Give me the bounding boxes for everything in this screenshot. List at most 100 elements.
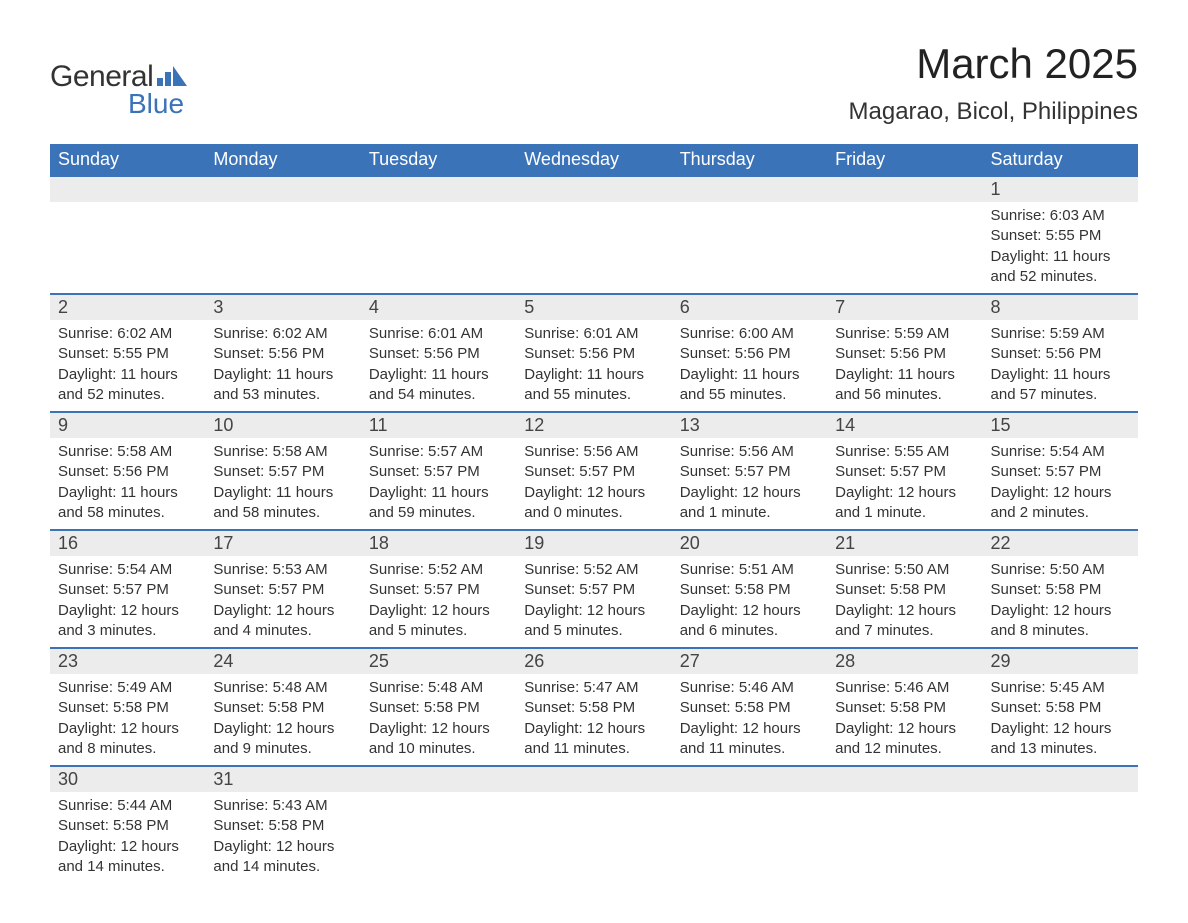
daylight-text: Daylight: 12 hours and 14 minutes. bbox=[213, 837, 352, 878]
day-data-row: Sunrise: 5:54 AMSunset: 5:57 PMDaylight:… bbox=[50, 556, 1138, 648]
logo-chart-icon bbox=[157, 64, 187, 91]
sunrise-text: Sunrise: 6:02 AM bbox=[58, 324, 197, 344]
day-number-cell bbox=[516, 176, 671, 202]
day-number-cell: 14 bbox=[827, 412, 982, 438]
day-number-cell: 11 bbox=[361, 412, 516, 438]
sunset-text: Sunset: 5:57 PM bbox=[991, 462, 1130, 482]
sunset-text: Sunset: 5:58 PM bbox=[58, 816, 197, 836]
day-data-cell bbox=[827, 792, 982, 883]
day-number-cell bbox=[827, 176, 982, 202]
sunset-text: Sunset: 5:58 PM bbox=[524, 698, 663, 718]
sunrise-text: Sunrise: 5:48 AM bbox=[369, 678, 508, 698]
day-number-cell: 6 bbox=[672, 294, 827, 320]
day-data-cell: Sunrise: 5:52 AMSunset: 5:57 PMDaylight:… bbox=[516, 556, 671, 648]
daylight-text: Daylight: 12 hours and 1 minute. bbox=[835, 483, 974, 524]
day-number-cell: 31 bbox=[205, 766, 360, 792]
day-data-cell: Sunrise: 5:59 AMSunset: 5:56 PMDaylight:… bbox=[827, 320, 982, 412]
day-number-cell: 18 bbox=[361, 530, 516, 556]
sunset-text: Sunset: 5:57 PM bbox=[58, 580, 197, 600]
daylight-text: Daylight: 11 hours and 55 minutes. bbox=[680, 365, 819, 406]
daylight-text: Daylight: 12 hours and 11 minutes. bbox=[680, 719, 819, 760]
day-number-cell: 16 bbox=[50, 530, 205, 556]
daylight-text: Daylight: 11 hours and 54 minutes. bbox=[369, 365, 508, 406]
sunrise-text: Sunrise: 6:03 AM bbox=[991, 206, 1130, 226]
day-number-cell: 10 bbox=[205, 412, 360, 438]
logo: General Blue bbox=[50, 60, 187, 120]
day-number-cell: 27 bbox=[672, 648, 827, 674]
sunset-text: Sunset: 5:58 PM bbox=[991, 580, 1130, 600]
day-data-cell: Sunrise: 5:56 AMSunset: 5:57 PMDaylight:… bbox=[672, 438, 827, 530]
day-header: Thursday bbox=[672, 144, 827, 176]
day-data-row: Sunrise: 5:49 AMSunset: 5:58 PMDaylight:… bbox=[50, 674, 1138, 766]
sunrise-text: Sunrise: 6:01 AM bbox=[369, 324, 508, 344]
day-number-cell bbox=[205, 176, 360, 202]
sunset-text: Sunset: 5:56 PM bbox=[213, 344, 352, 364]
day-header-row: SundayMondayTuesdayWednesdayThursdayFrid… bbox=[50, 144, 1138, 176]
day-data-cell: Sunrise: 5:51 AMSunset: 5:58 PMDaylight:… bbox=[672, 556, 827, 648]
sunset-text: Sunset: 5:57 PM bbox=[213, 580, 352, 600]
day-number-cell: 21 bbox=[827, 530, 982, 556]
day-number-cell bbox=[672, 176, 827, 202]
day-number-cell bbox=[827, 766, 982, 792]
sunrise-text: Sunrise: 5:52 AM bbox=[369, 560, 508, 580]
day-data-cell: Sunrise: 5:44 AMSunset: 5:58 PMDaylight:… bbox=[50, 792, 205, 883]
sunset-text: Sunset: 5:56 PM bbox=[680, 344, 819, 364]
day-data-cell: Sunrise: 5:50 AMSunset: 5:58 PMDaylight:… bbox=[827, 556, 982, 648]
day-data-cell bbox=[205, 202, 360, 294]
day-data-cell: Sunrise: 5:46 AMSunset: 5:58 PMDaylight:… bbox=[827, 674, 982, 766]
day-number-cell: 4 bbox=[361, 294, 516, 320]
day-number-row: 16171819202122 bbox=[50, 530, 1138, 556]
sunrise-text: Sunrise: 5:58 AM bbox=[58, 442, 197, 462]
sunset-text: Sunset: 5:55 PM bbox=[991, 226, 1130, 246]
day-data-cell: Sunrise: 5:59 AMSunset: 5:56 PMDaylight:… bbox=[983, 320, 1138, 412]
day-number-cell bbox=[361, 766, 516, 792]
day-number-cell: 13 bbox=[672, 412, 827, 438]
day-data-cell bbox=[50, 202, 205, 294]
sunset-text: Sunset: 5:58 PM bbox=[680, 580, 819, 600]
sunrise-text: Sunrise: 5:48 AM bbox=[213, 678, 352, 698]
sunset-text: Sunset: 5:56 PM bbox=[991, 344, 1130, 364]
sunset-text: Sunset: 5:56 PM bbox=[58, 462, 197, 482]
sunrise-text: Sunrise: 5:52 AM bbox=[524, 560, 663, 580]
day-data-cell bbox=[983, 792, 1138, 883]
daylight-text: Daylight: 11 hours and 55 minutes. bbox=[524, 365, 663, 406]
day-number-cell: 19 bbox=[516, 530, 671, 556]
daylight-text: Daylight: 11 hours and 57 minutes. bbox=[991, 365, 1130, 406]
sunrise-text: Sunrise: 6:00 AM bbox=[680, 324, 819, 344]
day-number-row: 1 bbox=[50, 176, 1138, 202]
sunrise-text: Sunrise: 5:47 AM bbox=[524, 678, 663, 698]
day-data-cell: Sunrise: 5:55 AMSunset: 5:57 PMDaylight:… bbox=[827, 438, 982, 530]
day-data-cell: Sunrise: 5:43 AMSunset: 5:58 PMDaylight:… bbox=[205, 792, 360, 883]
day-number-cell: 2 bbox=[50, 294, 205, 320]
day-header: Wednesday bbox=[516, 144, 671, 176]
day-number-cell bbox=[361, 176, 516, 202]
day-data-cell: Sunrise: 6:03 AMSunset: 5:55 PMDaylight:… bbox=[983, 202, 1138, 294]
daylight-text: Daylight: 12 hours and 4 minutes. bbox=[213, 601, 352, 642]
sunrise-text: Sunrise: 5:56 AM bbox=[524, 442, 663, 462]
day-data-row: Sunrise: 6:03 AMSunset: 5:55 PMDaylight:… bbox=[50, 202, 1138, 294]
daylight-text: Daylight: 12 hours and 8 minutes. bbox=[58, 719, 197, 760]
sunset-text: Sunset: 5:56 PM bbox=[835, 344, 974, 364]
day-data-cell: Sunrise: 5:49 AMSunset: 5:58 PMDaylight:… bbox=[50, 674, 205, 766]
day-data-cell: Sunrise: 6:02 AMSunset: 5:56 PMDaylight:… bbox=[205, 320, 360, 412]
daylight-text: Daylight: 12 hours and 8 minutes. bbox=[991, 601, 1130, 642]
sunrise-text: Sunrise: 5:45 AM bbox=[991, 678, 1130, 698]
day-number-cell: 25 bbox=[361, 648, 516, 674]
sunrise-text: Sunrise: 5:55 AM bbox=[835, 442, 974, 462]
sunset-text: Sunset: 5:55 PM bbox=[58, 344, 197, 364]
daylight-text: Daylight: 12 hours and 7 minutes. bbox=[835, 601, 974, 642]
day-number-cell: 30 bbox=[50, 766, 205, 792]
sunset-text: Sunset: 5:58 PM bbox=[213, 816, 352, 836]
title-block: March 2025 Magarao, Bicol, Philippines bbox=[849, 40, 1139, 126]
day-number-cell: 22 bbox=[983, 530, 1138, 556]
daylight-text: Daylight: 11 hours and 56 minutes. bbox=[835, 365, 974, 406]
day-data-row: Sunrise: 5:44 AMSunset: 5:58 PMDaylight:… bbox=[50, 792, 1138, 883]
month-title: March 2025 bbox=[849, 40, 1139, 88]
sunrise-text: Sunrise: 5:58 AM bbox=[213, 442, 352, 462]
day-header: Tuesday bbox=[361, 144, 516, 176]
sunset-text: Sunset: 5:57 PM bbox=[680, 462, 819, 482]
daylight-text: Daylight: 12 hours and 6 minutes. bbox=[680, 601, 819, 642]
sunrise-text: Sunrise: 5:43 AM bbox=[213, 796, 352, 816]
day-number-row: 3031 bbox=[50, 766, 1138, 792]
daylight-text: Daylight: 12 hours and 2 minutes. bbox=[991, 483, 1130, 524]
